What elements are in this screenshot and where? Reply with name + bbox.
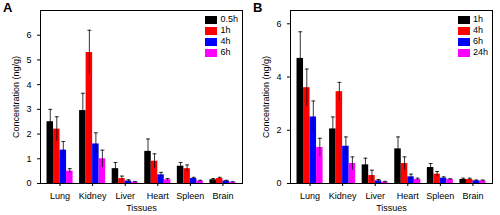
html-text:1h: 1h bbox=[220, 25, 231, 35]
svg-text:6: 6 bbox=[26, 30, 31, 40]
svg-text:Brain: Brain bbox=[212, 191, 233, 201]
svg-text:Heart: Heart bbox=[147, 191, 170, 201]
html-text:A: A bbox=[3, 0, 13, 15]
html-text:0.5h: 0.5h bbox=[220, 14, 238, 24]
svg-text:6: 6 bbox=[276, 19, 281, 29]
svg-text:0: 0 bbox=[26, 178, 31, 188]
svg-text:4: 4 bbox=[276, 72, 281, 82]
html-text:6h: 6h bbox=[473, 36, 483, 46]
svg-text:Lung: Lung bbox=[50, 191, 70, 201]
svg-text:Brain: Brain bbox=[462, 191, 483, 201]
html-text:B: B bbox=[253, 0, 263, 15]
html-text:4h: 4h bbox=[220, 36, 231, 46]
svg-text:5: 5 bbox=[26, 55, 31, 65]
svg-text:Heart: Heart bbox=[397, 191, 420, 201]
html-text:24h: 24h bbox=[473, 47, 488, 57]
svg-text:Tissues: Tissues bbox=[376, 203, 407, 213]
svg-text:Liver: Liver bbox=[365, 191, 385, 201]
svg-text:Tissues: Tissues bbox=[126, 203, 157, 213]
html-text:1h: 1h bbox=[473, 14, 483, 24]
svg-text:3: 3 bbox=[26, 104, 31, 114]
svg-text:1: 1 bbox=[26, 154, 31, 164]
svg-text:Concentration (ng/g): Concentration (ng/g) bbox=[261, 56, 271, 138]
svg-text:Kidney: Kidney bbox=[329, 191, 357, 201]
svg-text:Liver: Liver bbox=[115, 191, 135, 201]
svg-text:Spleen: Spleen bbox=[176, 191, 204, 201]
svg-text:0: 0 bbox=[276, 178, 281, 188]
svg-text:2: 2 bbox=[276, 125, 281, 135]
svg-text:Spleen: Spleen bbox=[426, 191, 454, 201]
svg-text:Lung: Lung bbox=[300, 191, 320, 201]
svg-text:Kidney: Kidney bbox=[79, 191, 107, 201]
svg-text:2: 2 bbox=[26, 129, 31, 139]
html-text:4h: 4h bbox=[473, 25, 483, 35]
svg-text:4: 4 bbox=[26, 80, 31, 90]
html-text:6h: 6h bbox=[220, 47, 231, 57]
svg-text:Concentration (ng/g): Concentration (ng/g) bbox=[11, 56, 21, 138]
